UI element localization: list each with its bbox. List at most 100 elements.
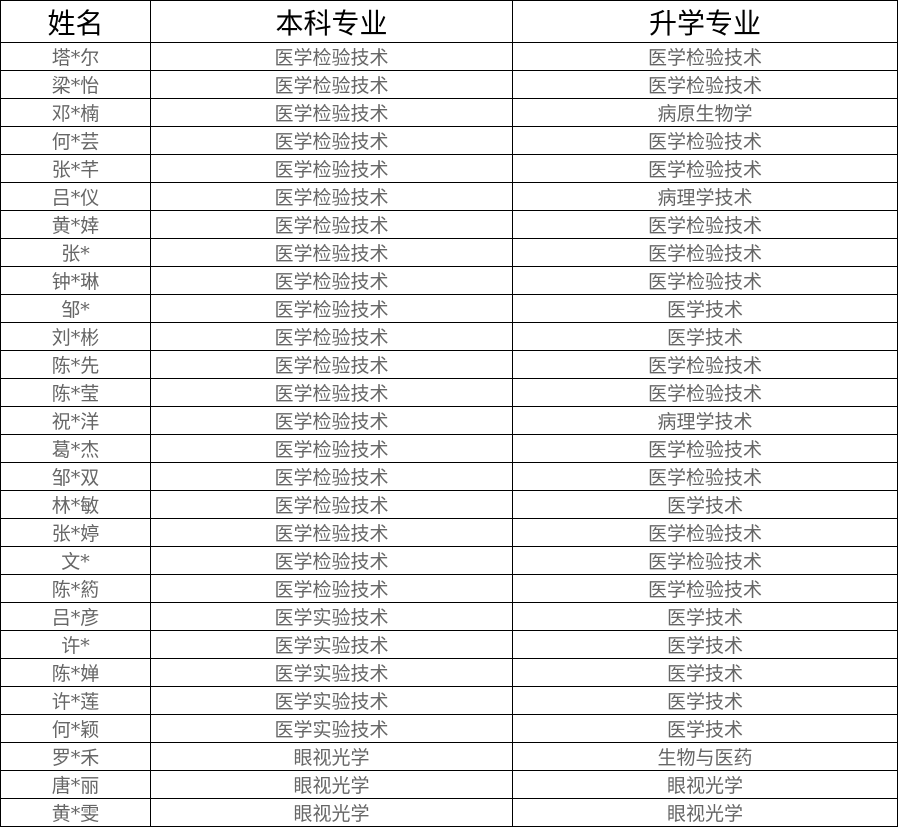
cell-undergrad-major: 医学实验技术 <box>150 630 513 659</box>
table-row: 何*芸 医学检验技术 医学检验技术 <box>0 126 898 155</box>
table-row: 邓*楠 医学检验技术 病原生物学 <box>0 98 898 127</box>
table-row: 祝*洋 医学检验技术 病理学技术 <box>0 406 898 435</box>
table-row: 陈*先 医学检验技术 医学检验技术 <box>0 350 898 379</box>
cell-name: 唐*丽 <box>0 770 151 799</box>
cell-undergrad-major: 医学实验技术 <box>150 658 513 687</box>
cell-grad-major: 医学检验技术 <box>512 126 898 155</box>
cell-grad-major: 眼视光学 <box>512 770 898 799</box>
cell-undergrad-major: 医学检验技术 <box>150 42 513 71</box>
cell-name: 陈*先 <box>0 350 151 379</box>
cell-undergrad-major: 眼视光学 <box>150 770 513 799</box>
cell-grad-major: 医学技术 <box>512 490 898 519</box>
cell-name: 何*颖 <box>0 714 151 743</box>
cell-name: 黄*婞 <box>0 210 151 239</box>
cell-undergrad-major: 医学检验技术 <box>150 238 513 267</box>
header-grad-major: 升学专业 <box>512 0 898 43</box>
table-row: 张*婷 医学检验技术 医学检验技术 <box>0 518 898 547</box>
cell-name: 陈*婵 <box>0 658 151 687</box>
table-row: 邹*双 医学检验技术 医学检验技术 <box>0 462 898 491</box>
cell-name: 罗*禾 <box>0 742 151 771</box>
cell-undergrad-major: 医学检验技术 <box>150 406 513 435</box>
cell-grad-major: 医学技术 <box>512 630 898 659</box>
table-row: 许* 医学实验技术 医学技术 <box>0 630 898 659</box>
cell-grad-major: 医学技术 <box>512 602 898 631</box>
table-row: 钟*琳 医学检验技术 医学检验技术 <box>0 266 898 295</box>
table-row: 张*芊 医学检验技术 医学检验技术 <box>0 154 898 183</box>
cell-grad-major: 医学技术 <box>512 658 898 687</box>
table-row: 黄*婞 医学检验技术 医学检验技术 <box>0 210 898 239</box>
table-row: 黄*雯 眼视光学 眼视光学 <box>0 798 898 827</box>
cell-undergrad-major: 眼视光学 <box>150 742 513 771</box>
table-row: 刘*彬 医学检验技术 医学技术 <box>0 322 898 351</box>
cell-undergrad-major: 医学实验技术 <box>150 686 513 715</box>
table-row: 邹* 医学检验技术 医学技术 <box>0 294 898 323</box>
table-row: 陈*莹 医学检验技术 医学检验技术 <box>0 378 898 407</box>
cell-grad-major: 医学检验技术 <box>512 42 898 71</box>
cell-undergrad-major: 医学检验技术 <box>150 574 513 603</box>
cell-undergrad-major: 眼视光学 <box>150 798 513 827</box>
cell-grad-major: 医学检验技术 <box>512 238 898 267</box>
cell-name: 祝*洋 <box>0 406 151 435</box>
cell-name: 钟*琳 <box>0 266 151 295</box>
cell-grad-major: 病原生物学 <box>512 98 898 127</box>
table-row: 唐*丽 眼视光学 眼视光学 <box>0 770 898 799</box>
cell-grad-major: 病理学技术 <box>512 182 898 211</box>
cell-name: 梁*怡 <box>0 70 151 99</box>
header-row: 姓名 本科专业 升学专业 <box>0 0 898 43</box>
cell-name: 吕*仪 <box>0 182 151 211</box>
cell-grad-major: 医学检验技术 <box>512 574 898 603</box>
table-row: 梁*怡 医学检验技术 医学检验技术 <box>0 70 898 99</box>
cell-grad-major: 医学检验技术 <box>512 378 898 407</box>
table-row: 文* 医学检验技术 医学检验技术 <box>0 546 898 575</box>
cell-grad-major: 医学检验技术 <box>512 434 898 463</box>
cell-grad-major: 医学检验技术 <box>512 462 898 491</box>
table-row: 塔*尔 医学检验技术 医学检验技术 <box>0 42 898 71</box>
cell-undergrad-major: 医学检验技术 <box>150 294 513 323</box>
cell-name: 许* <box>0 630 151 659</box>
cell-grad-major: 医学技术 <box>512 714 898 743</box>
cell-undergrad-major: 医学检验技术 <box>150 70 513 99</box>
table-row: 葛*杰 医学检验技术 医学检验技术 <box>0 434 898 463</box>
cell-name: 陈*莹 <box>0 378 151 407</box>
table-row: 吕*仪 医学检验技术 病理学技术 <box>0 182 898 211</box>
cell-grad-major: 医学检验技术 <box>512 210 898 239</box>
cell-undergrad-major: 医学检验技术 <box>150 126 513 155</box>
cell-name: 张*芊 <box>0 154 151 183</box>
cell-undergrad-major: 医学检验技术 <box>150 546 513 575</box>
cell-undergrad-major: 医学检验技术 <box>150 434 513 463</box>
table-row: 罗*禾 眼视光学 生物与医药 <box>0 742 898 771</box>
cell-undergrad-major: 医学检验技术 <box>150 182 513 211</box>
cell-grad-major: 医学技术 <box>512 686 898 715</box>
cell-grad-major: 医学检验技术 <box>512 154 898 183</box>
table-row: 陈*箹 医学检验技术 医学检验技术 <box>0 574 898 603</box>
cell-undergrad-major: 医学检验技术 <box>150 266 513 295</box>
cell-name: 林*敏 <box>0 490 151 519</box>
table-row: 张* 医学检验技术 医学检验技术 <box>0 238 898 267</box>
cell-undergrad-major: 医学检验技术 <box>150 462 513 491</box>
table-row: 陈*婵 医学实验技术 医学技术 <box>0 658 898 687</box>
cell-undergrad-major: 医学检验技术 <box>150 98 513 127</box>
cell-undergrad-major: 医学检验技术 <box>150 378 513 407</box>
cell-grad-major: 医学检验技术 <box>512 350 898 379</box>
cell-name: 邹* <box>0 294 151 323</box>
table-row: 何*颖 医学实验技术 医学技术 <box>0 714 898 743</box>
cell-name: 陈*箹 <box>0 574 151 603</box>
table-row: 林*敏 医学检验技术 医学技术 <box>0 490 898 519</box>
cell-name: 邹*双 <box>0 462 151 491</box>
table-row: 许*莲 医学实验技术 医学技术 <box>0 686 898 715</box>
cell-name: 塔*尔 <box>0 42 151 71</box>
cell-grad-major: 生物与医药 <box>512 742 898 771</box>
cell-undergrad-major: 医学实验技术 <box>150 714 513 743</box>
cell-name: 葛*杰 <box>0 434 151 463</box>
cell-undergrad-major: 医学检验技术 <box>150 350 513 379</box>
cell-grad-major: 医学技术 <box>512 294 898 323</box>
cell-grad-major: 眼视光学 <box>512 798 898 827</box>
cell-name: 黄*雯 <box>0 798 151 827</box>
cell-undergrad-major: 医学检验技术 <box>150 490 513 519</box>
cell-name: 张*婷 <box>0 518 151 547</box>
header-name: 姓名 <box>0 0 151 43</box>
cell-undergrad-major: 医学检验技术 <box>150 322 513 351</box>
table-row: 吕*彦 医学实验技术 医学技术 <box>0 602 898 631</box>
cell-name: 何*芸 <box>0 126 151 155</box>
